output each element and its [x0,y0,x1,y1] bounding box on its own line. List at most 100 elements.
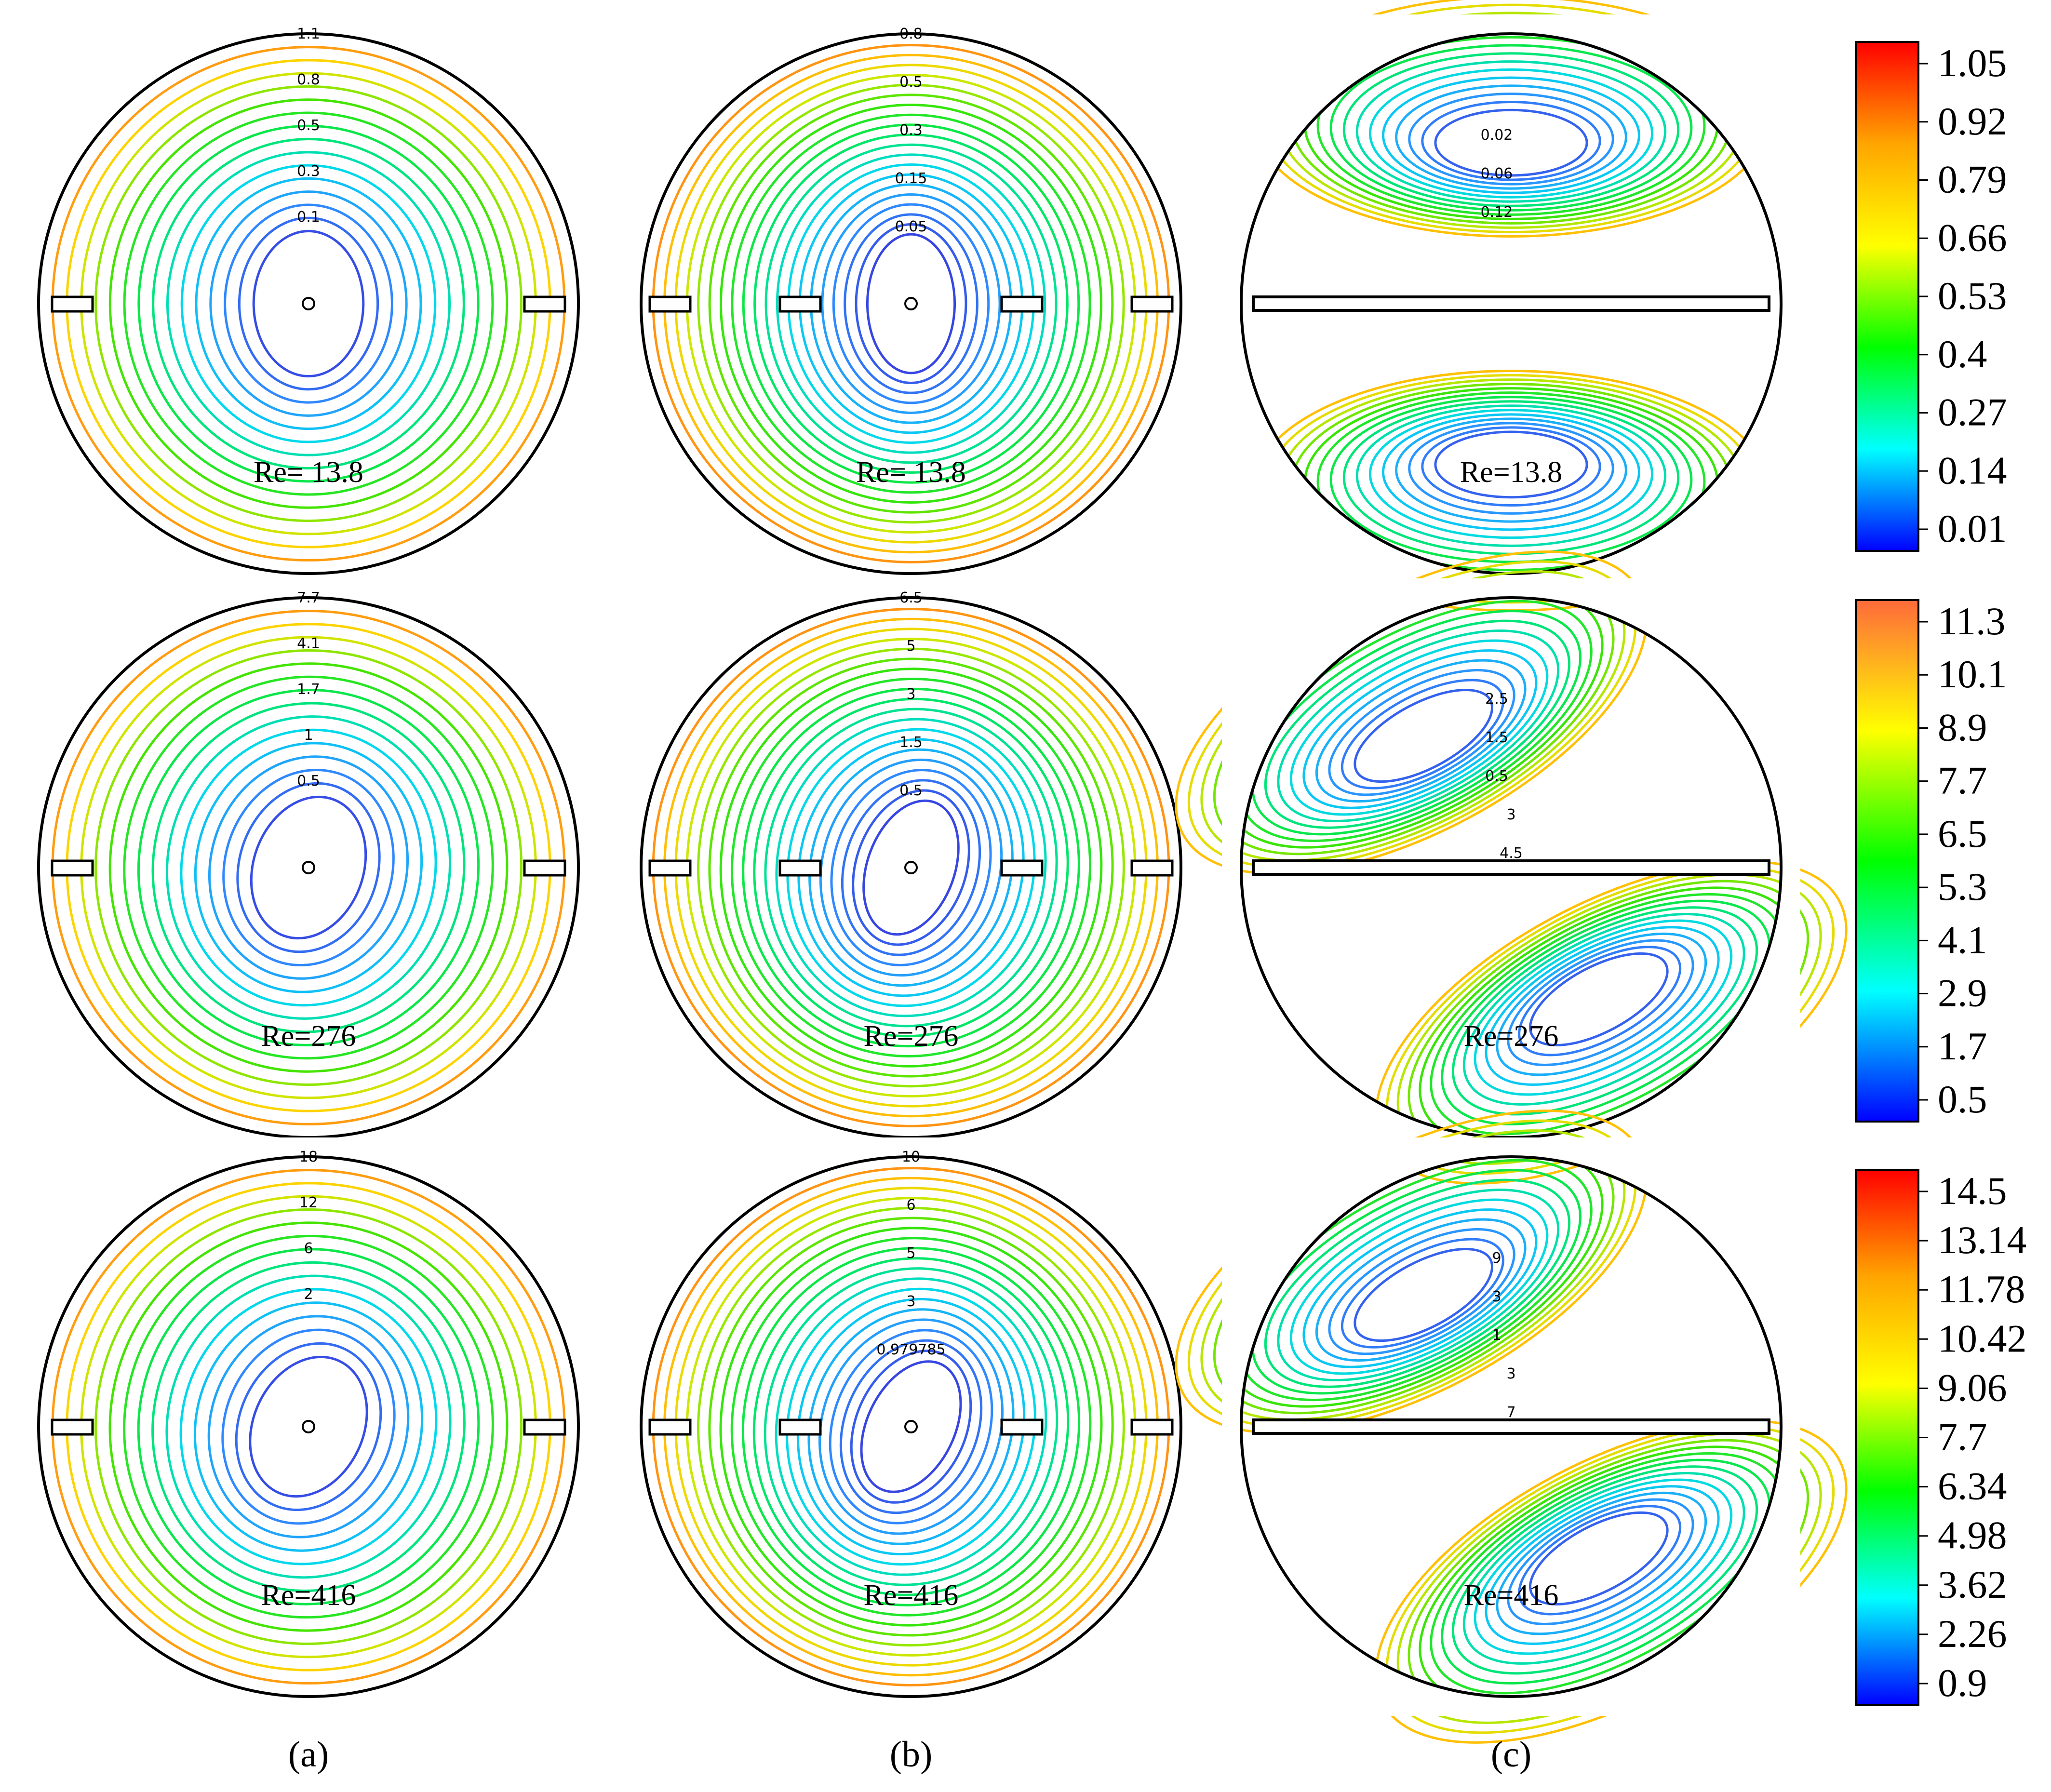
contour-line [786,728,1036,1007]
contour-line [850,1350,972,1504]
contour-line [860,1360,962,1493]
contour-value-label: 0.3 [899,122,923,139]
contour-panel-c-row-1: 0.02 0.06 0.12 Re=13.8 [1222,0,1800,612]
contour-panel-c-row-3: 9 3 1 3 7 Re=416 [1175,1110,1848,1744]
contour-line [764,1267,1059,1586]
contour-panel-b-row-2: 6.5 5 3 1.5 0.5 Re=276 [622,578,1200,1157]
colorbar-tick-label: 0.01 [1938,507,2007,550]
caption-a: (a) [288,1734,329,1775]
contour-value-label: 3 [1492,1288,1501,1305]
contour-line [80,1195,537,1658]
contour-line [235,1342,382,1511]
contour-line [753,134,1069,474]
streamline [1474,1478,1733,1655]
streamline [1485,1485,1720,1645]
caption-c: (c) [1491,1734,1531,1775]
streamline [1264,1178,1571,1388]
contour-value-label: 0.5 [1485,768,1508,785]
panel-mask [19,14,598,593]
streamline [1451,906,1758,1116]
contour-line [818,1318,1004,1535]
contour-line [236,782,381,953]
contour-line [719,668,1103,1068]
contour-line [207,1315,410,1538]
colorbar-tick-label: 11.78 [1938,1267,2025,1311]
streamline [1341,1238,1504,1349]
contour-line [708,657,1114,1078]
contour-panel-b-row-1: 0.8 0.5 0.3 0.15 0.05 Re= 13.8 [622,14,1200,593]
streamline [1342,52,1680,207]
contour-line [194,742,423,993]
contour-value-label: 1.7 [297,681,320,698]
colorbar-row-2: 11.3 10.1 8.9 7.7 6.5 5.3 4.1 2.9 1.7 0.5 [1855,599,2007,1123]
streamline [1354,1248,1494,1342]
streamline [1496,1491,1707,1635]
streamline [1421,100,1601,181]
streamline [1382,76,1640,194]
streamline [1408,93,1614,186]
streamline [1528,952,1669,1046]
reynolds-label: Re=276 [864,1020,959,1053]
contour-line [862,799,960,936]
contour-line [165,1274,452,1579]
central-plate [1252,859,1770,876]
contour-value-label: 0.5 [899,782,923,799]
colorbar-tick-label: 10.42 [1938,1316,2027,1360]
contour-value-label: 1.5 [899,734,923,751]
streamline [1264,619,1571,829]
streamline [1507,939,1694,1066]
streamline [1302,649,1538,809]
contour-line [685,1197,1137,1657]
contour-value-label: 4.1 [297,635,320,652]
colorbar-tick-label: 6.34 [1938,1464,2007,1508]
baffle-rect [778,295,822,313]
contour-panel-c-row-2: 2.5 1.5 0.5 3 4.5 Re=276 [1175,550,1848,1185]
contour-line [775,1277,1047,1576]
streamline [1518,1505,1682,1616]
contour-value-label: 0.8 [899,26,923,42]
contour-line [829,1329,993,1525]
central-plate [1252,295,1770,312]
contour-value-label: 5 [906,638,915,655]
colorbar-tick-label: 11.3 [1938,599,2005,643]
colorbar-tick-label: 0.92 [1938,99,2007,143]
contour-line [685,638,1137,1097]
colorbar-tick-label: 14.5 [1938,1169,2007,1213]
shaft-circle [904,1420,918,1433]
contour-line [719,1227,1103,1627]
contour-line [66,1182,551,1672]
colorbar-tick-label: 2.26 [1938,1612,2007,1656]
colorbar-tick-label: 0.9 [1938,1661,1987,1705]
streamline [1368,68,1654,199]
shaft-circle [904,297,918,310]
contour-line [844,213,979,394]
reynolds-label: Re=416 [1464,1579,1559,1612]
contour-value-label: 0.979785 [876,1341,945,1358]
colorbar-tick-label: 8.9 [1938,705,1987,749]
contour-value-label: 7 [1506,1404,1515,1421]
contour-value-label: 1.5 [1485,729,1508,746]
contour-line [832,203,990,404]
colorbar-tick-label: 4.98 [1938,1513,2007,1557]
contour-line [752,1257,1070,1596]
streamline [1441,899,1771,1125]
colorbar-tick-label: 4.1 [1938,918,1987,962]
streamline [1451,1465,1758,1675]
contour-line [108,1221,509,1632]
contour-line [137,124,480,483]
contour-value-label: 2 [304,1286,313,1303]
reynolds-label: Re= 13.8 [856,456,966,489]
streamline [1302,1208,1538,1368]
baffle-rect [523,859,566,877]
streamline [1289,1198,1549,1375]
colorbar-tick-label: 0.4 [1938,332,1987,376]
streamline [1368,409,1654,539]
cylinder-wall [640,32,1182,575]
contour-line [137,689,480,1046]
contour-line [152,138,465,469]
contour-panel-b-row-3: 10 6 5 3 0.979785 Re=416 [622,1137,1200,1716]
colorbar-tick-label: 3.62 [1938,1563,2007,1606]
streamline [1434,108,1588,177]
colorbar-scale [1855,599,1919,1123]
contour-value-label: 0.5 [899,74,923,91]
